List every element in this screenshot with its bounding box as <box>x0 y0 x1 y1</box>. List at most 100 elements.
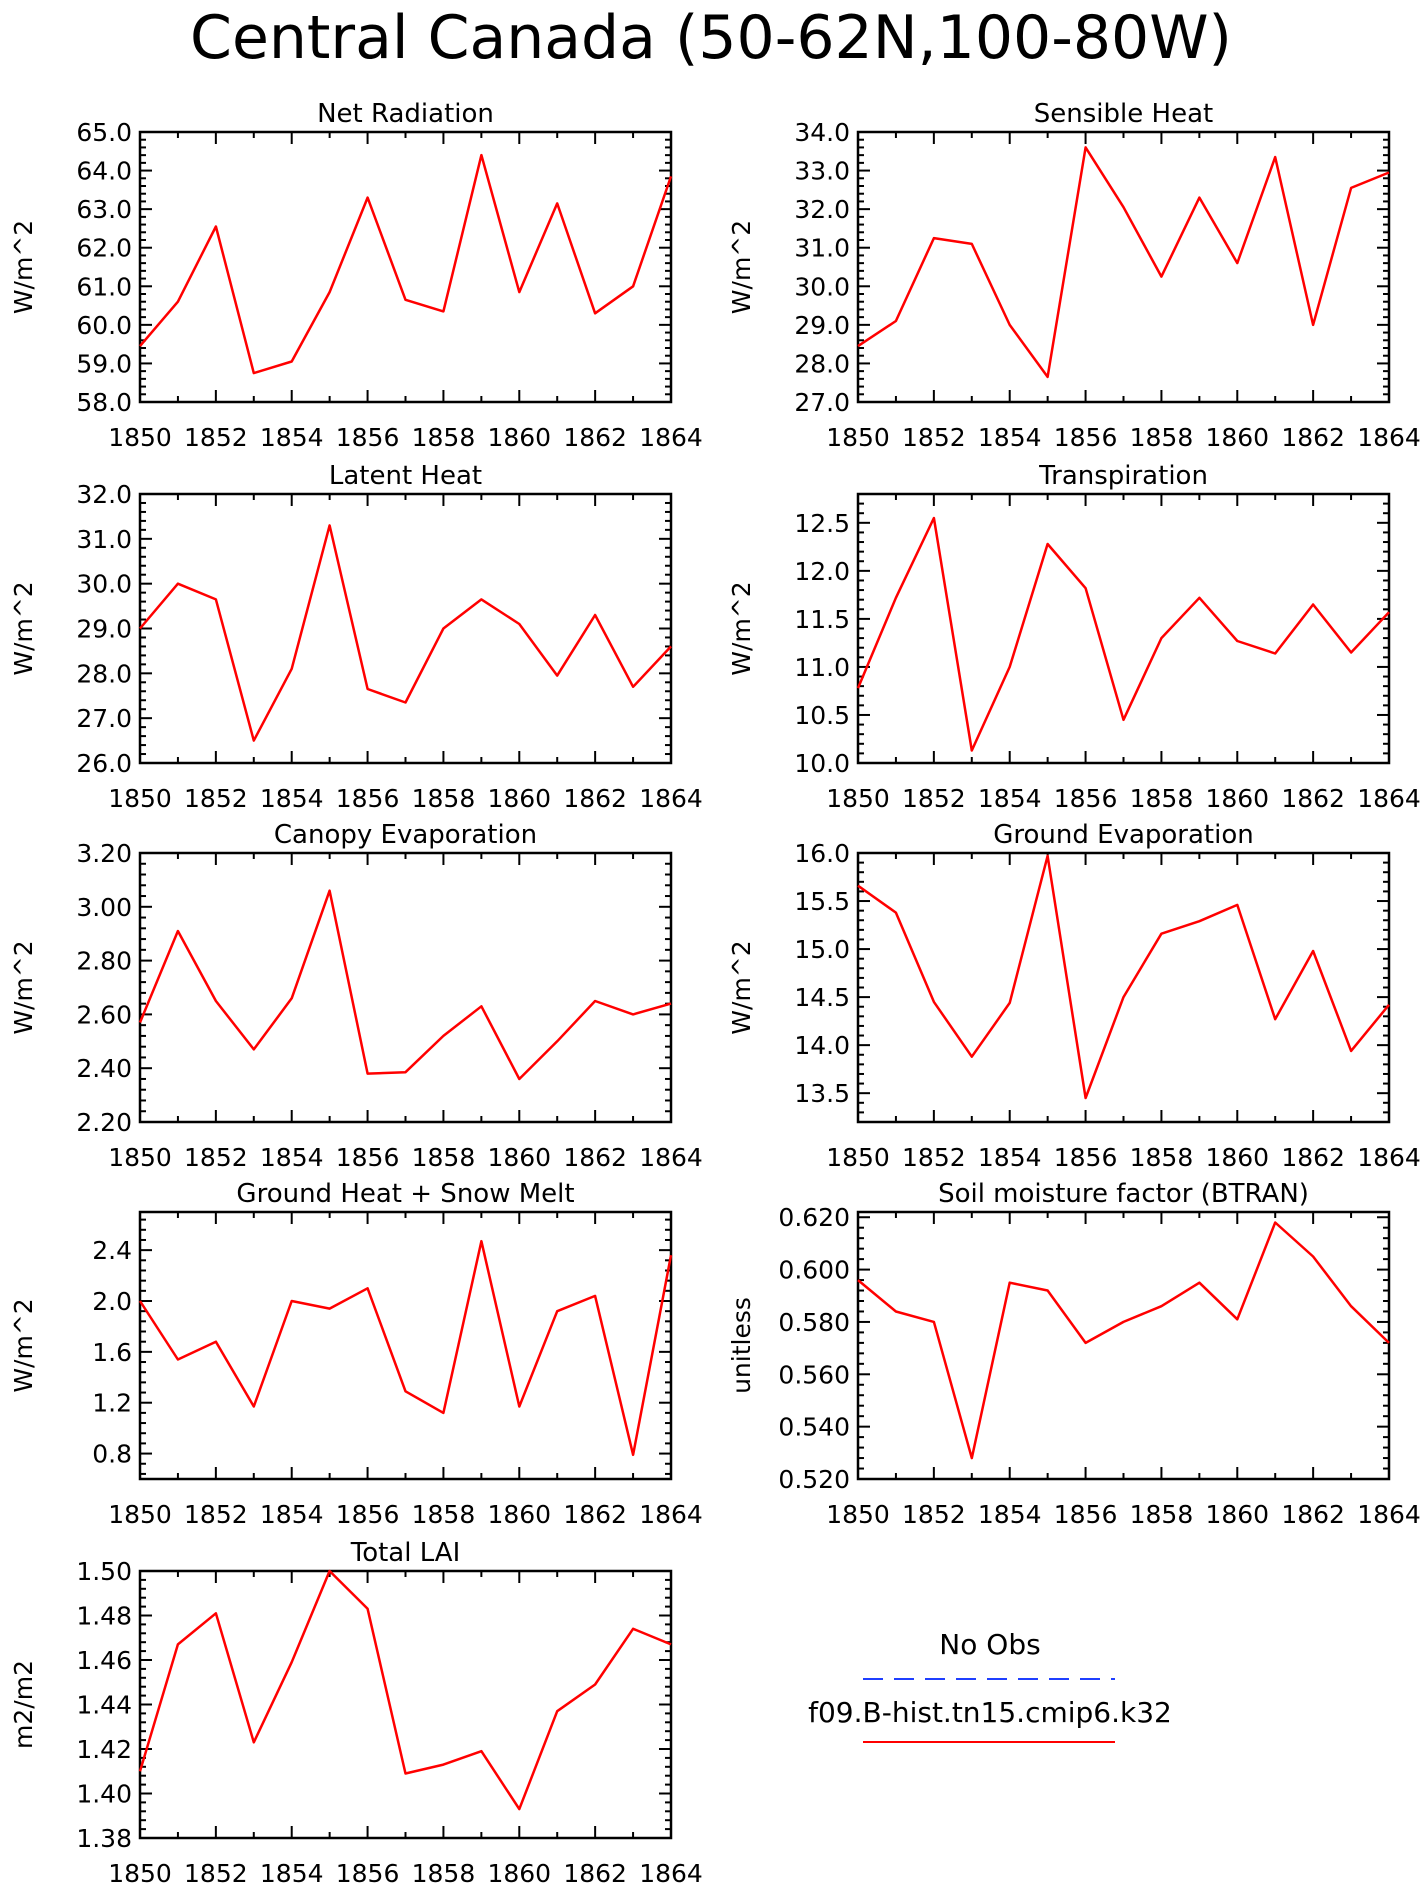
x-tick-label: 1864 <box>639 1143 703 1172</box>
y-tick-label: 30.0 <box>794 272 850 301</box>
x-tick-label: 1860 <box>487 423 551 452</box>
y-tick-label: 28.0 <box>794 349 850 378</box>
x-tick-label: 1860 <box>1205 1500 1269 1529</box>
y-tick-label: 62.0 <box>76 234 132 263</box>
series-line <box>139 153 673 375</box>
y-tick-label: 33.0 <box>794 157 850 186</box>
x-tick-label: 1862 <box>1281 1500 1345 1529</box>
x-tick-label: 1856 <box>336 423 400 452</box>
y-tick-label: 1.48 <box>76 1602 132 1631</box>
x-tick-label: 1856 <box>1054 1500 1118 1529</box>
y-tick-label: 2.4 <box>92 1236 132 1265</box>
x-tick-label: 1854 <box>260 1500 324 1529</box>
x-tick-label: 1860 <box>487 1143 551 1172</box>
y-tick-label: 3.20 <box>76 839 132 868</box>
x-tick-label: 1858 <box>412 1143 476 1172</box>
x-tick-label: 1850 <box>108 423 172 452</box>
y-axis-label: W/m^2 <box>9 940 38 1034</box>
y-tick-label: 65.0 <box>76 118 132 147</box>
y-tick-label: 28.0 <box>76 659 132 688</box>
x-tick-label: 1856 <box>336 1859 400 1888</box>
plot-frame <box>138 1210 673 1481</box>
x-tick-label: 1864 <box>639 423 703 452</box>
y-tick-label: 0.580 <box>778 1308 850 1337</box>
x-tick-label: 1854 <box>978 1500 1042 1529</box>
y-tick-label: 32.0 <box>794 195 850 224</box>
y-tick-label: 0.520 <box>778 1465 850 1494</box>
legend-label-model: f09.B-hist.tn15.cmip6.k32 <box>808 1696 1172 1729</box>
x-tick-label: 1850 <box>826 1143 890 1172</box>
y-axis-label: W/m^2 <box>727 940 756 1034</box>
x-tick-label: 1856 <box>336 784 400 813</box>
x-tick-label: 1856 <box>336 1500 400 1529</box>
panel-title: Ground Evaporation <box>993 820 1253 850</box>
y-axis-label: m2/m2 <box>9 1660 38 1749</box>
x-tick-label: 1858 <box>412 784 476 813</box>
x-tick-label: 1860 <box>487 784 551 813</box>
x-tick-label: 1850 <box>108 784 172 813</box>
x-tick-label: 1850 <box>108 1859 172 1888</box>
x-tick-label: 1862 <box>563 784 627 813</box>
plot-frame <box>138 1569 673 1840</box>
x-tick-label: 1852 <box>184 1143 248 1172</box>
y-tick-label: 2.20 <box>76 1108 132 1137</box>
y-tick-label: 15.5 <box>794 887 850 916</box>
y-tick-label: 32.0 <box>76 480 132 509</box>
x-tick-label: 1860 <box>487 1859 551 1888</box>
chart-panel-ground-heat-snow-melt: 1850 1852 1854 1856 1858 1860 1862 1864 0.8 1.2 1.… <box>9 1179 703 1529</box>
y-tick-label: 14.5 <box>794 983 850 1012</box>
x-tick-label: 1854 <box>260 1859 324 1888</box>
x-tick-label: 1858 <box>1130 784 1194 813</box>
y-axis-label: W/m^2 <box>727 581 756 675</box>
x-tick-label: 1864 <box>639 784 703 813</box>
panel-title: Total LAI <box>350 1538 461 1568</box>
y-tick-label: 27.0 <box>76 704 132 733</box>
series-line <box>139 524 672 742</box>
y-tick-label: 58.0 <box>76 388 132 417</box>
y-tick-label: 30.0 <box>76 570 132 599</box>
x-tick-label: 1856 <box>1054 423 1118 452</box>
x-tick-label: 1864 <box>1357 423 1421 452</box>
x-tick-label: 1862 <box>563 1143 627 1172</box>
y-tick-label: 1.46 <box>76 1646 132 1675</box>
x-tick-label: 1850 <box>826 784 890 813</box>
series-line <box>138 889 672 1081</box>
series-line <box>857 854 1390 1100</box>
x-tick-label: 1852 <box>902 1143 966 1172</box>
y-tick-label: 2.80 <box>76 947 132 976</box>
x-tick-label: 1860 <box>1205 1143 1269 1172</box>
x-tick-label: 1854 <box>978 1143 1042 1172</box>
series-line <box>138 1569 672 1811</box>
x-tick-label: 1850 <box>826 423 890 452</box>
y-tick-label: 1.6 <box>92 1338 132 1367</box>
y-tick-label: 16.0 <box>794 839 850 868</box>
panel-title: Sensible Heat <box>1034 99 1213 129</box>
chart-panel-ground-evaporation: 1850 1852 1854 1856 1858 1860 1862 1864 13.5 14.0… <box>727 820 1421 1172</box>
x-tick-label: 1862 <box>1281 423 1345 452</box>
y-axis-label: W/m^2 <box>9 1298 38 1392</box>
y-tick-label: 63.0 <box>76 195 132 224</box>
y-tick-label: 3.00 <box>76 893 132 922</box>
y-tick-label: 27.0 <box>794 388 850 417</box>
x-tick-label: 1854 <box>260 423 324 452</box>
y-tick-label: 1.42 <box>76 1735 132 1764</box>
y-axis-label: W/m^2 <box>9 581 38 675</box>
x-tick-label: 1858 <box>1130 423 1194 452</box>
x-tick-label: 1858 <box>1130 1500 1194 1529</box>
panel-title: Latent Heat <box>329 461 482 491</box>
panel-title: Canopy Evaporation <box>274 820 537 850</box>
y-tick-label: 2.40 <box>76 1054 132 1083</box>
y-tick-label: 61.0 <box>76 272 132 301</box>
x-tick-label: 1858 <box>412 423 476 452</box>
legend-label-no-obs: No Obs <box>939 1628 1040 1661</box>
x-tick-label: 1852 <box>184 1500 248 1529</box>
y-tick-label: 12.5 <box>794 509 850 538</box>
chart-panel-soil-moisture-factor-btran: 1850 1852 1854 1856 1858 1860 1862 1864 0.520 0.5… <box>727 1179 1421 1529</box>
panel-title: Net Radiation <box>317 99 494 129</box>
x-tick-label: 1850 <box>108 1500 172 1529</box>
x-tick-label: 1860 <box>1205 784 1269 813</box>
x-tick-label: 1852 <box>902 423 966 452</box>
x-tick-label: 1864 <box>1357 1500 1421 1529</box>
y-tick-label: 0.540 <box>778 1413 850 1442</box>
